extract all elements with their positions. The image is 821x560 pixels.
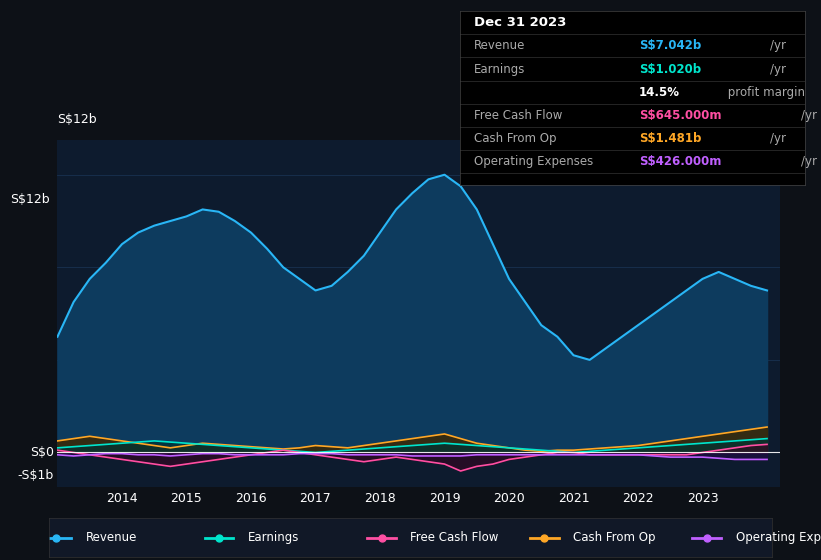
Text: Operating Expenses: Operating Expenses xyxy=(736,531,821,544)
Text: Revenue: Revenue xyxy=(474,39,525,53)
Text: Revenue: Revenue xyxy=(85,531,137,544)
Text: S$1.020b: S$1.020b xyxy=(639,63,701,76)
Text: Cash From Op: Cash From Op xyxy=(474,132,556,145)
Text: /yr: /yr xyxy=(770,63,786,76)
Text: S$0: S$0 xyxy=(30,446,54,459)
Text: S$645.000m: S$645.000m xyxy=(639,109,722,122)
Text: S$1.481b: S$1.481b xyxy=(639,132,701,145)
Text: S$12b: S$12b xyxy=(11,193,50,206)
Text: Free Cash Flow: Free Cash Flow xyxy=(410,531,499,544)
Text: /yr: /yr xyxy=(770,39,786,53)
Text: Cash From Op: Cash From Op xyxy=(573,531,655,544)
Text: /yr: /yr xyxy=(770,132,786,145)
Text: Dec 31 2023: Dec 31 2023 xyxy=(474,16,566,29)
Text: Free Cash Flow: Free Cash Flow xyxy=(474,109,562,122)
Text: 14.5%: 14.5% xyxy=(639,86,680,99)
Text: -S$1b: -S$1b xyxy=(17,469,54,482)
Text: S$426.000m: S$426.000m xyxy=(639,155,722,168)
Text: S$7.042b: S$7.042b xyxy=(639,39,701,53)
Text: Earnings: Earnings xyxy=(248,531,300,544)
Text: Operating Expenses: Operating Expenses xyxy=(474,155,593,168)
Text: profit margin: profit margin xyxy=(723,86,805,99)
Text: S$12b: S$12b xyxy=(57,113,97,126)
Text: /yr: /yr xyxy=(801,109,817,122)
Text: Earnings: Earnings xyxy=(474,63,525,76)
Text: /yr: /yr xyxy=(801,155,817,168)
